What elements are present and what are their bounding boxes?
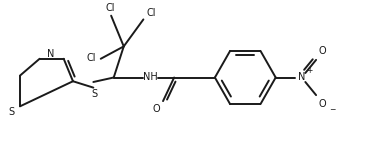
Text: N: N: [47, 49, 54, 59]
Text: Cl: Cl: [105, 3, 115, 13]
Text: −: −: [329, 106, 335, 115]
Text: S: S: [9, 107, 15, 117]
Text: +: +: [307, 66, 313, 75]
Text: S: S: [92, 89, 97, 99]
Text: N: N: [298, 72, 305, 82]
Text: O: O: [153, 104, 160, 114]
Text: O: O: [318, 99, 326, 109]
Text: O: O: [318, 46, 326, 56]
Text: NH: NH: [144, 72, 158, 82]
Text: Cl: Cl: [147, 8, 156, 18]
Text: Cl: Cl: [86, 53, 96, 63]
